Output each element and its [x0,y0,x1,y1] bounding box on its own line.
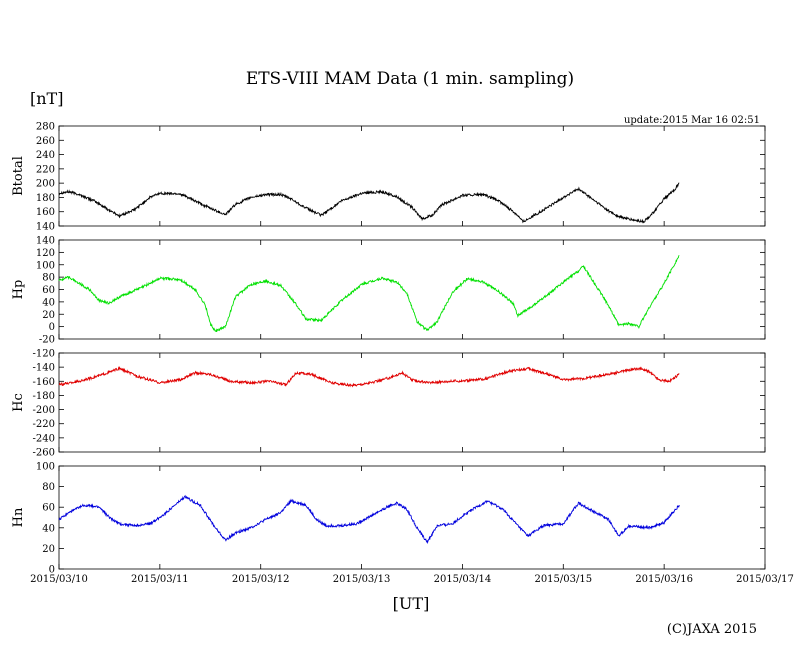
series-line-hn [58,494,680,545]
y-tick-label: -180 [33,391,55,402]
x-tick-label: 2015/03/16 [635,574,693,585]
panel-btotal: 140 160 180 200 220 240 260 280 Btotal [11,122,766,233]
y-tick-label: -20 [39,335,55,346]
series-line-btotal [58,182,680,224]
panel-frame [58,125,766,227]
y-tick-label: 80 [42,273,55,284]
y-tick-label: 40 [42,297,55,308]
y-tick-label: -200 [33,405,55,416]
y-tick-label: 220 [36,164,55,175]
x-tick-label: 2015/03/10 [30,574,88,585]
y-tick-label: 180 [36,193,55,204]
panel-hn: 0 20 40 60 80 100 Hn [11,462,766,576]
x-tick-label: 2015/03/13 [333,574,391,585]
y-tick-label: 120 [36,248,55,259]
y-tick-label: -220 [33,419,55,430]
y-tick-label: 80 [42,482,55,493]
panel-label: Hc [11,393,26,412]
y-tick-label: -120 [33,349,55,360]
x-tick-label: 2015/03/11 [131,574,189,585]
copyright-text: (C)JAXA 2015 [667,622,757,637]
y-tick-label: 40 [42,523,55,534]
panel-hc: -260 -240 -220 -200 -180 -160 -140 -120 Hc [11,349,766,459]
x-tick-label: 2015/03/12 [232,574,290,585]
y-tick-label: 100 [36,462,55,473]
y-tick-label: 140 [36,236,55,247]
panel-frame [58,352,766,453]
y-tick-label: 240 [36,150,55,161]
panel-label: Btotal [11,156,26,196]
y-tick-label: -260 [33,448,55,459]
y-tick-label: 20 [42,310,55,321]
series-line-hc [58,366,680,388]
update-timestamp: update:2015 Mar 16 02:51 [624,115,760,126]
y-tick-label: -160 [33,377,55,388]
y-tick-label: 60 [42,285,55,296]
y-tick-label: 280 [36,122,55,133]
y-tick-label: 160 [36,207,55,218]
panel-frame [58,239,766,340]
x-axis-label: [UT] [393,594,430,613]
panels: 140160180200220240260280Btotal-200204060… [11,122,766,576]
series-line-hp [58,255,680,333]
chart-title: ETS-VIII MAM Data (1 min. sampling) [246,69,574,89]
y-tick-label: 0 [49,322,55,333]
y-tick-label: 140 [36,222,55,233]
panel-label: Hp [11,280,26,300]
x-tick-label: 2015/03/15 [534,574,592,585]
y-tick-label: 20 [42,544,55,555]
x-tick-label: 2015/03/14 [434,574,492,585]
panel-frame [58,465,766,570]
panel-label: Hn [11,507,26,527]
x-tick-label: 2015/03/17 [736,574,794,585]
y-tick-label: -140 [33,363,55,374]
y-tick-label: 200 [36,179,55,190]
y-tick-label: 260 [36,136,55,147]
y-tick-label: 100 [36,260,55,271]
y-tick-label: 60 [42,503,55,514]
y-unit-label: [nT] [30,89,63,108]
x-axis-ticks: 2015/03/10 2015/03/11 2015/03/12 2015/03/13… [30,574,794,585]
y-tick-label: 0 [49,565,55,576]
y-tick-label: -240 [33,433,55,444]
